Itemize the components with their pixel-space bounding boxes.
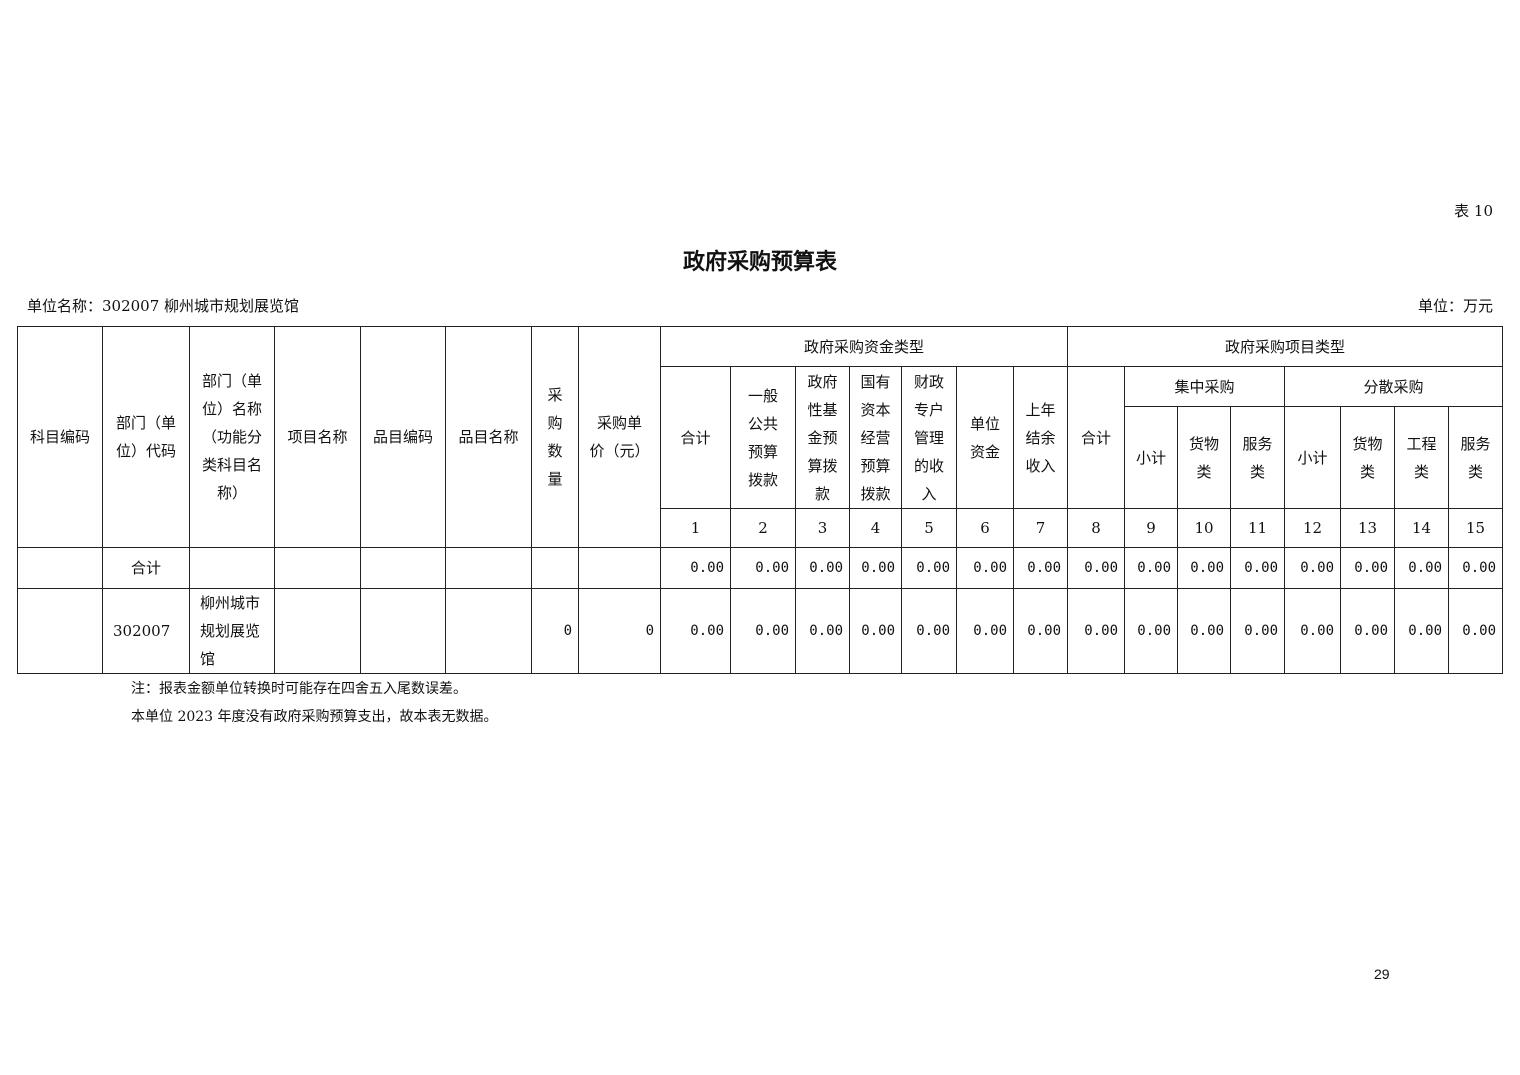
table-cell (531, 547, 579, 589)
table-cell (189, 547, 275, 589)
column-number: 3 (795, 508, 850, 548)
table-cell: 0.00 (795, 588, 850, 674)
table-cell (445, 547, 532, 589)
table-cell: 0.00 (1394, 588, 1449, 674)
table-cell: 0.00 (660, 588, 731, 674)
table-cell: 0.00 (1394, 547, 1449, 589)
column-number: 15 (1448, 508, 1503, 548)
table-cell: 0.00 (1124, 588, 1178, 674)
table-row: 302007 柳州城市 规划展览 馆 0 0 0.00 0.00 0.00 0.00 0.00 0… (17, 588, 1503, 674)
column-header: 品目编码 (360, 326, 446, 548)
table-cell: 0.00 (1124, 547, 1178, 589)
table-cell: 0 (531, 588, 579, 674)
table-cell (17, 588, 103, 674)
table-cell: 0.00 (1067, 547, 1125, 589)
table-cell: 0.00 (1448, 588, 1503, 674)
column-number: 1 (660, 508, 731, 548)
table-cell: 0.00 (1230, 588, 1285, 674)
table-cell: 302007 (102, 588, 190, 674)
table-cell: 0.00 (1448, 547, 1503, 589)
column-number: 11 (1230, 508, 1285, 548)
column-header: 工程 类 (1394, 406, 1449, 509)
table-cell (445, 588, 532, 674)
table-cell: 0.00 (849, 588, 902, 674)
note: 本单位 2023 年度没有政府采购预算支出，故本表无数据。 (131, 709, 498, 725)
table-cell: 柳州城市 规划展览 馆 (189, 588, 275, 674)
table-cell (360, 588, 446, 674)
page-title: 政府采购预算表 (682, 249, 837, 275)
table-cell (274, 588, 361, 674)
group-header-centralized: 集中采购 (1124, 366, 1285, 407)
column-number: 5 (901, 508, 957, 548)
table-cell: 0 (578, 588, 661, 674)
table-row-total: 合计 0.00 0.00 0.00 0.00 0.00 0.00 0.00 0.00 0.00 0.… (17, 547, 1503, 589)
column-number: 9 (1124, 508, 1178, 548)
column-header: 财政 专户 管理 的收 入 (901, 366, 957, 509)
table-cell: 0.00 (901, 588, 957, 674)
column-header: 小计 (1284, 406, 1341, 509)
column-number: 13 (1340, 508, 1395, 548)
column-number: 12 (1284, 508, 1341, 548)
table-cell: 0.00 (1340, 588, 1395, 674)
table-cell (17, 547, 103, 589)
table-cell: 0.00 (1284, 588, 1341, 674)
table-cell: 0.00 (1177, 547, 1231, 589)
page-number: 29 (1374, 966, 1390, 982)
note: 注：报表金额单位转换时可能存在四舍五入尾数误差。 (131, 681, 467, 697)
column-header: 科目编码 (17, 326, 103, 548)
procurement-budget-table: 科目编码 部门（单 位）代码 部门（单 位）名称 （功能分 类科目名 称） 项目名称品… (17, 326, 1503, 674)
table-cell (274, 547, 361, 589)
column-header: 一般 公共 预算 拨款 (730, 366, 796, 509)
column-number: 6 (956, 508, 1014, 548)
column-number: 7 (1013, 508, 1068, 548)
unit-name: 单位名称：302007 柳州城市规划展览馆 (27, 297, 300, 315)
table-cell: 0.00 (1340, 547, 1395, 589)
column-header: 单位 资金 (956, 366, 1014, 509)
column-header: 服务 类 (1230, 406, 1285, 509)
column-header: 货物 类 (1340, 406, 1395, 509)
table-cell: 0.00 (1067, 588, 1125, 674)
table-cell: 0.00 (1230, 547, 1285, 589)
table-cell: 0.00 (956, 547, 1014, 589)
table-cell: 0.00 (795, 547, 850, 589)
table-cell: 合计 (102, 547, 190, 589)
table-cell: 0.00 (1013, 547, 1068, 589)
table-cell (360, 547, 446, 589)
column-number: 8 (1067, 508, 1125, 548)
column-header: 合计 (660, 366, 731, 509)
column-header: 服务 类 (1448, 406, 1503, 509)
column-header: 品目名称 (445, 326, 532, 548)
group-header-decentralized: 分散采购 (1284, 366, 1503, 407)
column-header: 合计 (1067, 366, 1125, 509)
table-cell: 0.00 (901, 547, 957, 589)
column-header: 采 购 数 量 (531, 326, 579, 548)
table-cell (578, 547, 661, 589)
column-header: 上年 结余 收入 (1013, 366, 1068, 509)
column-header: 政府 性基 金预 算拨 款 (795, 366, 850, 509)
table-cell: 0.00 (660, 547, 731, 589)
group-header-project-type: 政府采购项目类型 (1067, 326, 1503, 367)
table-cell: 0.00 (1177, 588, 1231, 674)
column-number: 14 (1394, 508, 1449, 548)
table-cell: 0.00 (730, 547, 796, 589)
column-header: 货物 类 (1177, 406, 1231, 509)
table-number: 表 10 (1454, 202, 1493, 220)
table-cell: 0.00 (1013, 588, 1068, 674)
column-header: 项目名称 (274, 326, 361, 548)
table-cell: 0.00 (849, 547, 902, 589)
table-cell: 0.00 (730, 588, 796, 674)
column-header: 采购单 价（元） (578, 326, 661, 548)
column-number: 4 (849, 508, 902, 548)
column-header: 部门（单 位）代码 (102, 326, 190, 548)
table-cell: 0.00 (956, 588, 1014, 674)
column-number: 10 (1177, 508, 1231, 548)
column-header: 国有 资本 经营 预算 拨款 (849, 366, 902, 509)
column-header: 小计 (1124, 406, 1178, 509)
group-header-fund-type: 政府采购资金类型 (660, 326, 1068, 367)
column-header: 部门（单 位）名称 （功能分 类科目名 称） (189, 326, 275, 548)
column-number: 2 (730, 508, 796, 548)
currency-unit: 单位：万元 (1417, 297, 1493, 315)
table-cell: 0.00 (1284, 547, 1341, 589)
